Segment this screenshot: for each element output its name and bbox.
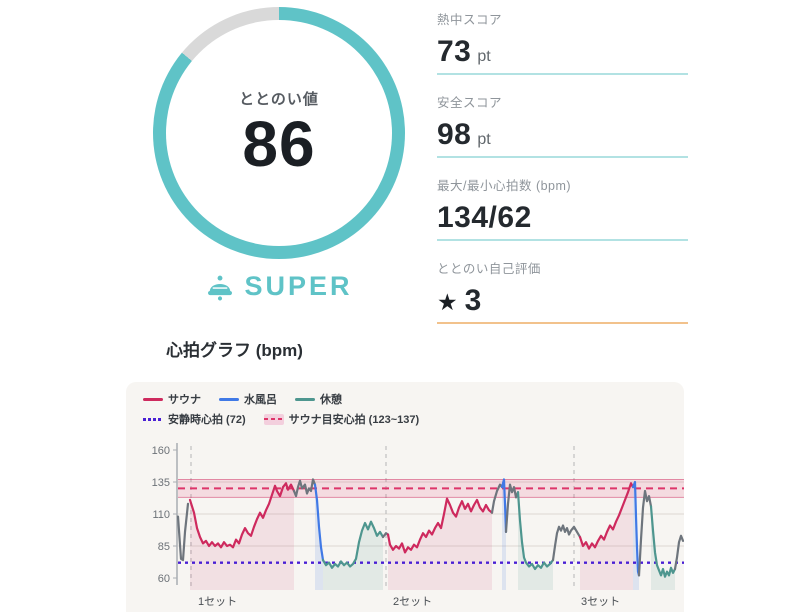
legend-label: サウナ目安心拍 (123~137) xyxy=(288,414,420,426)
legend-item-cold-bath: 水風呂 xyxy=(219,391,277,407)
totonoi-gauge: ととのい値 86 xyxy=(153,7,405,259)
svg-text:160: 160 xyxy=(152,445,170,457)
resting-hr-dotted-swatch xyxy=(143,417,163,421)
stat-self-rating: ととのい自己評価 ★ 3 xyxy=(437,253,688,324)
chart-legend: サウナ 水風呂 休憩 安静時心拍 (72) サウナ目安心拍 xyxy=(126,382,684,427)
legend-item-rest: 休憩 xyxy=(295,391,342,407)
target-hr-band-swatch xyxy=(263,413,284,425)
svg-text:135: 135 xyxy=(152,477,170,489)
gauge-label: ととのい値 xyxy=(239,91,319,109)
svg-text:110: 110 xyxy=(152,509,170,521)
stat-unit: pt xyxy=(477,48,491,65)
legend-label: 水風呂 xyxy=(244,394,277,406)
svg-text:3セット: 3セット xyxy=(581,595,620,608)
stat-safety-score: 安全スコア 98 pt xyxy=(437,87,688,158)
sauna-line-swatch xyxy=(143,397,163,401)
rest-line-swatch xyxy=(295,397,315,401)
rank-row: SUPER xyxy=(153,271,405,302)
legend-item-sauna: サウナ xyxy=(143,391,201,407)
stat-unit: pt xyxy=(477,131,491,148)
stat-label: 安全スコア xyxy=(437,96,503,110)
gauge-value: 86 xyxy=(242,108,316,181)
gauge-inner: ととのい値 86 xyxy=(166,20,392,246)
svg-text:85: 85 xyxy=(158,541,170,553)
star-icon: ★ xyxy=(437,289,458,315)
legend-label: 休憩 xyxy=(320,394,342,406)
cold-bath-line-swatch xyxy=(219,397,239,401)
stat-heat-score: 熱中スコア 73 pt xyxy=(437,4,688,75)
stats-column: 熱中スコア 73 pt 安全スコア 98 pt 最大/最小心拍数 (bpm) 1… xyxy=(437,4,688,336)
stat-label: 熱中スコア xyxy=(437,13,503,27)
stat-value: 73 xyxy=(437,35,472,68)
svg-text:60: 60 xyxy=(158,573,170,585)
stat-max-min-heart-rate: 最大/最小心拍数 (bpm) 134/62 xyxy=(437,170,688,241)
rank-label: SUPER xyxy=(244,271,353,301)
legend-label: サウナ xyxy=(168,394,201,406)
legend-label: 安静時心拍 (72) xyxy=(168,414,246,426)
stat-label: 最大/最小心拍数 (bpm) xyxy=(437,179,572,193)
svg-text:2セット: 2セット xyxy=(393,595,432,608)
stat-label: ととのい自己評価 xyxy=(437,262,541,276)
stat-value: 3 xyxy=(464,284,482,317)
heart-rate-chart-card: サウナ 水風呂 休憩 安静時心拍 (72) サウナ目安心拍 xyxy=(126,382,684,612)
heart-rate-section-title: 心拍グラフ (bpm) xyxy=(166,341,303,360)
legend-item-target-hr: サウナ目安心拍 (123~137) xyxy=(263,411,420,427)
heart-rate-chart-svg: 160 135 110 85 60 1セット 2セット 3セット xyxy=(152,443,684,608)
sauna-hat-icon xyxy=(205,272,235,302)
svg-text:1セット: 1セット xyxy=(198,595,237,608)
legend-item-resting-hr: 安静時心拍 (72) xyxy=(143,411,246,427)
stat-value: 134/62 xyxy=(437,201,532,234)
stat-value: 98 xyxy=(437,118,472,151)
